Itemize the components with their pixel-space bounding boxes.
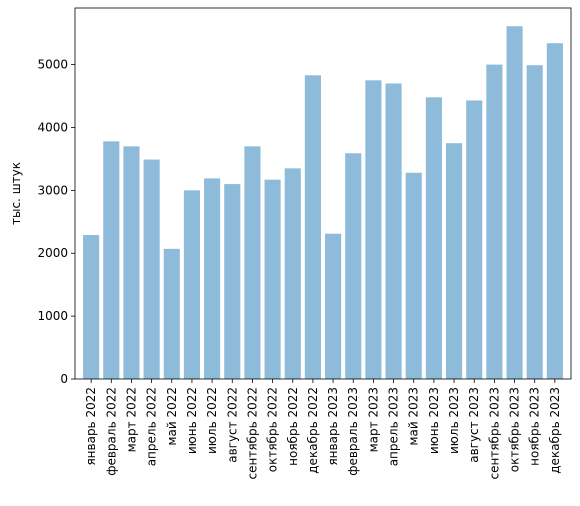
y-tick-label: 0 (60, 372, 68, 386)
x-tick-label: февраль 2022 (104, 387, 118, 476)
bar (365, 80, 382, 379)
bar (526, 65, 543, 379)
x-tick-label: ноябрь 2023 (528, 387, 542, 466)
bar (445, 143, 463, 379)
bar (325, 233, 342, 379)
x-tick-label: март 2023 (366, 387, 380, 452)
bar (466, 100, 483, 379)
x-axis-ticks: январь 2022 февраль 2022 март 2022 апрель 2… (84, 379, 562, 479)
bar (405, 172, 422, 379)
plot-frame (74, 7, 572, 380)
bar (264, 179, 281, 379)
bar (83, 235, 100, 379)
y-axis-ticks: 0 1000 2000 3000 4000 5000 (37, 58, 75, 386)
x-tick-label: сентябрь 2023 (487, 387, 501, 479)
x-tick-label: сентябрь 2022 (245, 387, 259, 479)
bar (345, 153, 362, 379)
bar (546, 43, 563, 379)
x-tick-label: июнь 2022 (185, 387, 199, 454)
x-tick-label: декабрь 2023 (548, 387, 562, 474)
x-tick-label: декабрь 2022 (306, 387, 320, 474)
bars-group (83, 26, 563, 379)
bar (486, 64, 503, 379)
bar (425, 97, 442, 379)
bar (244, 146, 261, 379)
y-tick-label: 1000 (37, 309, 68, 323)
x-tick-label: октябрь 2023 (508, 387, 522, 472)
x-tick-label: февраль 2023 (346, 387, 360, 476)
y-axis-label: тыс. штук (9, 162, 23, 225)
x-tick-label: апрель 2022 (145, 387, 159, 466)
bar (123, 146, 140, 379)
bar (304, 75, 321, 379)
x-tick-label: май 2022 (165, 387, 179, 446)
x-tick-label: май 2023 (407, 387, 421, 446)
y-tick-label: 5000 (37, 58, 68, 72)
bar (143, 159, 160, 379)
x-tick-label: октябрь 2022 (266, 387, 280, 472)
bar (183, 190, 201, 379)
x-tick-label: январь 2022 (84, 387, 98, 466)
x-tick-label: август 2023 (467, 387, 481, 463)
x-tick-label: ноябрь 2022 (286, 387, 300, 466)
y-tick-label: 3000 (37, 183, 68, 197)
x-tick-label: март 2022 (124, 387, 138, 452)
bar (385, 83, 402, 379)
x-tick-label: апрель 2023 (387, 387, 401, 466)
y-tick-label: 2000 (37, 246, 68, 260)
x-tick-label: январь 2023 (326, 387, 340, 466)
x-tick-label: июнь 2023 (427, 387, 441, 454)
bar (224, 184, 241, 379)
y-tick-label: 4000 (37, 120, 68, 134)
x-tick-label: август 2022 (225, 387, 239, 463)
bar (506, 26, 523, 379)
bar (284, 168, 301, 379)
bar (204, 178, 221, 379)
bar (163, 248, 180, 379)
bar (103, 141, 120, 379)
x-tick-label: июль 2023 (447, 387, 461, 454)
x-tick-label: июль 2022 (205, 387, 219, 454)
